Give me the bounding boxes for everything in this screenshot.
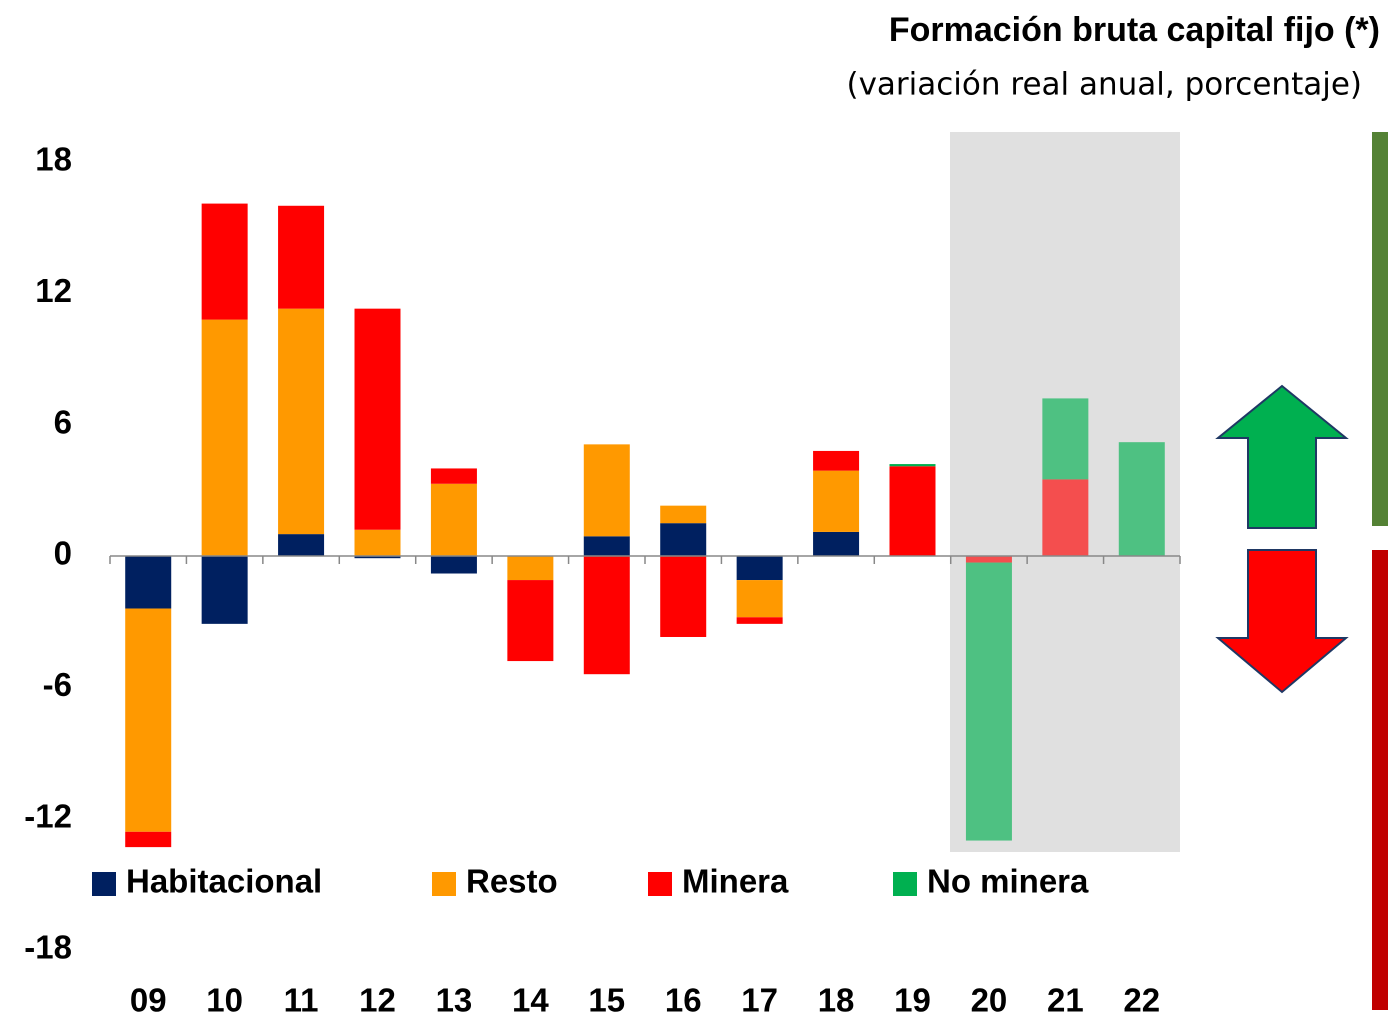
legend-label: Resto bbox=[466, 863, 558, 900]
bar-segment bbox=[889, 464, 936, 467]
bar-segment bbox=[1042, 479, 1089, 556]
arrow-up bbox=[1215, 384, 1349, 529]
x-tick-label: 17 bbox=[741, 982, 778, 1019]
bar-segment bbox=[430, 483, 477, 556]
bar-segment bbox=[660, 523, 707, 556]
bar-segment bbox=[583, 556, 630, 675]
bar-segment bbox=[125, 608, 172, 832]
x-tick-label: 10 bbox=[206, 982, 243, 1019]
y-tick-label: 12 bbox=[35, 272, 72, 309]
bar-segment bbox=[507, 580, 554, 662]
bar-segment bbox=[965, 562, 1012, 841]
bar-segment bbox=[813, 450, 860, 471]
chart-subtitle: (variación real anual, porcentaje) bbox=[846, 67, 1362, 103]
legend-swatch bbox=[92, 872, 116, 896]
legend-label: Habitacional bbox=[126, 863, 322, 900]
x-tick-label: 21 bbox=[1047, 982, 1084, 1019]
x-tick-label: 22 bbox=[1123, 982, 1160, 1019]
bar-segment bbox=[660, 556, 707, 637]
bar-segment bbox=[201, 556, 248, 624]
bar-segment bbox=[278, 308, 325, 535]
bar-segment bbox=[660, 505, 707, 524]
x-tick-label: 19 bbox=[894, 982, 931, 1019]
bar-segment bbox=[1042, 398, 1089, 480]
bar-segment bbox=[430, 468, 477, 484]
y-tick-label: 0 bbox=[54, 535, 72, 572]
x-tick-label: 13 bbox=[436, 982, 473, 1019]
x-tick-label: 09 bbox=[130, 982, 167, 1019]
x-tick-label: 15 bbox=[588, 982, 625, 1019]
bar-segment bbox=[354, 308, 401, 530]
x-tick-label: 12 bbox=[359, 982, 396, 1019]
bar-segment bbox=[813, 470, 860, 532]
legend-swatch bbox=[432, 872, 456, 896]
bar-segment bbox=[507, 556, 554, 581]
bar-segment bbox=[965, 556, 1012, 563]
y-tick-label: 18 bbox=[35, 141, 72, 178]
bar-segment bbox=[201, 203, 248, 320]
bar-segment bbox=[201, 319, 248, 556]
bar-segment bbox=[354, 556, 401, 559]
bar-segment bbox=[889, 466, 936, 556]
bar-segment bbox=[278, 205, 325, 309]
chart-title: Formación bruta capital fijo (*) bbox=[889, 11, 1380, 49]
legend-swatch bbox=[893, 872, 917, 896]
bar-segment bbox=[354, 529, 401, 556]
bar-segment bbox=[1118, 442, 1165, 556]
bar-segment bbox=[125, 831, 172, 848]
y-tick-label: -18 bbox=[24, 929, 72, 966]
bar-segment bbox=[736, 580, 783, 618]
side-bar-up bbox=[1372, 132, 1388, 526]
legend-swatch bbox=[648, 872, 672, 896]
x-tick-label: 11 bbox=[284, 982, 319, 1019]
legend-label: Minera bbox=[682, 863, 789, 900]
bar-segment bbox=[125, 556, 172, 609]
bar-segment bbox=[583, 536, 630, 556]
x-tick-label: 20 bbox=[971, 982, 1008, 1019]
y-tick-label: -6 bbox=[43, 666, 72, 703]
bar-segment bbox=[736, 617, 783, 624]
bar-segment bbox=[736, 556, 783, 581]
x-tick-label: 18 bbox=[818, 982, 855, 1019]
arrow-down bbox=[1215, 549, 1349, 694]
bar-segment bbox=[813, 531, 860, 556]
bar-segment bbox=[583, 444, 630, 537]
x-tick-label: 14 bbox=[512, 982, 549, 1019]
x-tick-label: 16 bbox=[665, 982, 702, 1019]
bar-segment bbox=[430, 556, 477, 574]
bar-segment bbox=[278, 534, 325, 556]
y-tick-label: -12 bbox=[24, 797, 72, 834]
legend-label: No minera bbox=[927, 863, 1089, 900]
y-tick-label: 6 bbox=[54, 403, 72, 440]
side-bar-down bbox=[1372, 550, 1388, 1010]
